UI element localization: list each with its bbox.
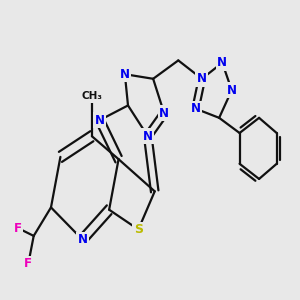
Text: N: N <box>95 114 105 127</box>
Text: N: N <box>120 68 130 81</box>
Text: N: N <box>190 102 201 115</box>
Text: N: N <box>227 84 237 97</box>
Text: N: N <box>217 56 227 69</box>
Text: N: N <box>197 72 207 85</box>
Text: CH₃: CH₃ <box>81 91 102 101</box>
Text: S: S <box>134 223 143 236</box>
Text: F: F <box>24 257 32 270</box>
Text: N: N <box>159 107 169 120</box>
Text: F: F <box>14 222 22 235</box>
Text: N: N <box>143 130 153 143</box>
Text: N: N <box>77 233 87 246</box>
